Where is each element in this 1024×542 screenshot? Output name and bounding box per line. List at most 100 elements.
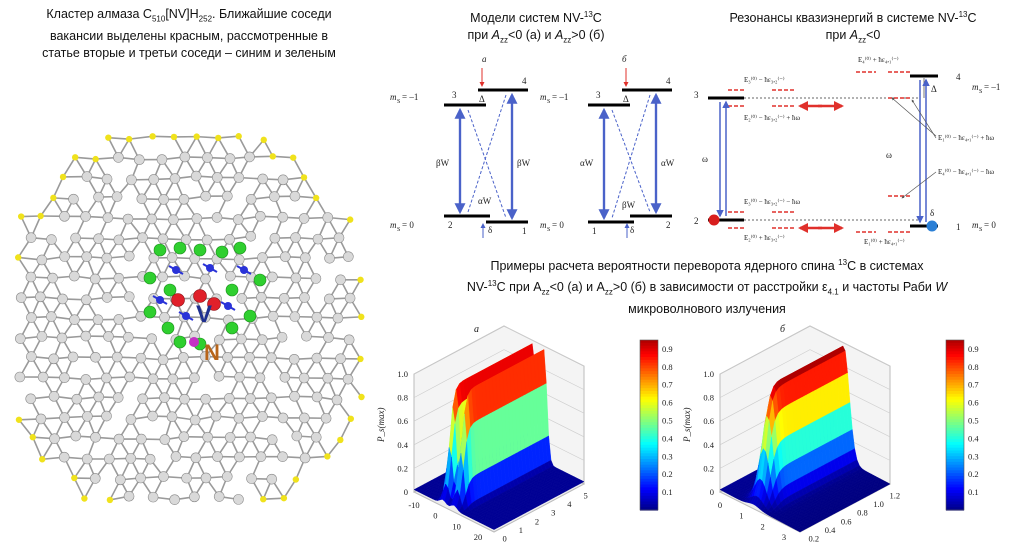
y-tick: 0 bbox=[503, 534, 507, 542]
svg-text:αW: αW bbox=[478, 196, 492, 206]
svg-text:δ: δ bbox=[930, 208, 934, 218]
colorbar-tick: 0.8 bbox=[662, 362, 673, 372]
z-tick: 0.8 bbox=[703, 393, 714, 403]
z-tick: 1.0 bbox=[397, 369, 408, 379]
svg-text:E₁⁽⁰⁾ + ħε₄,₁⁽⁻⁾: E₁⁽⁰⁾ + ħε₄,₁⁽⁻⁾ bbox=[864, 238, 905, 246]
svg-text:δ: δ bbox=[630, 225, 634, 235]
panel-a-label: а bbox=[482, 54, 487, 64]
y-tick: 2 bbox=[535, 516, 539, 526]
svg-text:m: m bbox=[540, 220, 547, 230]
red-dot bbox=[708, 214, 720, 226]
y-tick: 0.6 bbox=[841, 516, 852, 526]
svg-text:S: S bbox=[547, 227, 550, 233]
panel-b-label: б bbox=[622, 54, 627, 64]
z-axis-label: P_s(max) bbox=[376, 408, 386, 444]
models-title: Модели систем NV-13C при Azz<0 (а) и Azz… bbox=[420, 6, 652, 49]
z-tick: 0.8 bbox=[397, 393, 408, 403]
colorbar-tick: 0.5 bbox=[662, 416, 673, 426]
x-tick: 1 bbox=[739, 511, 743, 521]
svg-text:3: 3 bbox=[596, 90, 601, 100]
models-title-line2: при Azz<0 (а) и Azz>0 (б) bbox=[467, 28, 605, 45]
svg-text:= 0: = 0 bbox=[552, 220, 564, 230]
svg-text:E₄⁽⁰⁾ − ħε₄,₁⁽⁻⁾ − ħω: E₄⁽⁰⁾ − ħε₄,₁⁽⁻⁾ − ħω bbox=[938, 168, 995, 176]
svg-text:m: m bbox=[972, 220, 979, 230]
svg-text:E₁⁽⁰⁾ − ħε₄,₁⁽⁻⁾ + ħω: E₁⁽⁰⁾ − ħε₄,₁⁽⁻⁾ + ħω bbox=[938, 134, 995, 142]
colorbar-tick: 0.6 bbox=[662, 398, 673, 408]
plot-panel-label: а bbox=[474, 324, 479, 335]
svg-text:4: 4 bbox=[666, 76, 671, 86]
colorbar bbox=[945, 339, 965, 511]
surface-plot-a: а00.20.40.60.81.0-1001020012345ε4, 1, МГ… bbox=[376, 324, 673, 542]
svg-text:1: 1 bbox=[956, 222, 961, 232]
svg-text:= –1: = –1 bbox=[552, 92, 568, 102]
svg-text:1: 1 bbox=[592, 226, 597, 236]
svg-text:S: S bbox=[979, 89, 982, 95]
colorbar-tick: 0.9 bbox=[662, 344, 673, 354]
colorbar-tick: 0.4 bbox=[968, 433, 979, 443]
x-tick: 20 bbox=[474, 532, 483, 542]
svg-text:= –1: = –1 bbox=[984, 82, 1000, 92]
svg-text:ω: ω bbox=[702, 154, 708, 164]
x-tick: 0 bbox=[433, 511, 437, 521]
svg-text:Δ: Δ bbox=[479, 94, 485, 104]
colorbar-tick: 0.2 bbox=[662, 469, 673, 479]
svg-text:S: S bbox=[979, 227, 982, 233]
diamond-cluster-image: VN bbox=[14, 133, 365, 505]
svg-text:E₂⁽⁰⁾ − ħε₃,₂⁽⁻⁾ + ħω: E₂⁽⁰⁾ − ħε₃,₂⁽⁻⁾ + ħω bbox=[744, 114, 801, 122]
z-tick: 0.4 bbox=[397, 440, 408, 450]
svg-text:E₃⁽⁰⁾ − ħε₃,₂⁽⁻⁾ − ħω: E₃⁽⁰⁾ − ħε₃,₂⁽⁻⁾ − ħω bbox=[744, 198, 801, 206]
z-tick: 0 bbox=[710, 487, 714, 497]
svg-text:2: 2 bbox=[666, 220, 671, 230]
svg-text:E₂⁽⁰⁾ + ħε₃,₂⁽⁻⁾: E₂⁽⁰⁾ + ħε₃,₂⁽⁻⁾ bbox=[744, 234, 785, 242]
svg-text:S: S bbox=[397, 227, 400, 233]
svg-text:δ: δ bbox=[488, 225, 492, 235]
vacancy-label: V bbox=[196, 301, 212, 328]
resonances-title: Резонансы квазиэнергий в системе NV-13C … bbox=[686, 6, 1020, 49]
y-tick: 0.2 bbox=[809, 534, 820, 542]
svg-text:3: 3 bbox=[694, 90, 699, 100]
svg-text:= 0: = 0 bbox=[984, 220, 996, 230]
y-tick: 3 bbox=[551, 508, 555, 518]
models-diagram: m S = –1 m S = 0 а 3 4 2 1 Δ δ βW βW αW … bbox=[390, 54, 675, 238]
colorbar-tick: 0.9 bbox=[968, 344, 979, 354]
y-tick: 0.8 bbox=[857, 508, 868, 518]
svg-text:αW: αW bbox=[661, 158, 675, 168]
svg-text:1: 1 bbox=[522, 226, 527, 236]
svg-text:Δ: Δ bbox=[931, 84, 937, 94]
y-tick: 1 bbox=[519, 525, 523, 535]
svg-text:E₄⁽⁰⁾ + ħε₄,₁⁽⁻⁾: E₄⁽⁰⁾ + ħε₄,₁⁽⁻⁾ bbox=[858, 56, 899, 64]
colorbar-tick: 0.7 bbox=[662, 380, 673, 390]
z-tick: 1.0 bbox=[703, 369, 714, 379]
x-tick: 2 bbox=[761, 521, 765, 531]
svg-text:2: 2 bbox=[448, 220, 453, 230]
plot-panel-label: б bbox=[780, 324, 786, 335]
svg-text:2: 2 bbox=[694, 216, 699, 226]
z-tick: 0.6 bbox=[703, 416, 714, 426]
colorbar-tick: 0.3 bbox=[968, 451, 979, 461]
svg-text:βW: βW bbox=[436, 158, 450, 168]
colorbar-tick: 0.5 bbox=[968, 416, 979, 426]
y-tick: 5 bbox=[584, 490, 588, 500]
colorbar-tick: 0.2 bbox=[968, 469, 979, 479]
colorbar-tick: 0.1 bbox=[662, 487, 673, 497]
z-tick: 0.6 bbox=[397, 416, 408, 426]
y-tick: 0.4 bbox=[825, 525, 836, 535]
x-tick: 0 bbox=[718, 500, 722, 510]
z-axis-label: P_s(max) bbox=[682, 408, 692, 444]
svg-text:S: S bbox=[397, 99, 400, 105]
colorbar-tick: 0.4 bbox=[662, 433, 673, 443]
resonances-title-line2: при Azz<0 bbox=[825, 28, 881, 45]
svg-text:= 0: = 0 bbox=[402, 220, 414, 230]
z-tick: 0.2 bbox=[397, 463, 408, 473]
ms-minus1-label-a: m bbox=[390, 92, 397, 102]
nitrogen-label: N bbox=[204, 340, 220, 365]
svg-text:E₃⁽⁰⁾ − ħε₃,₂⁽⁻⁾: E₃⁽⁰⁾ − ħε₃,₂⁽⁻⁾ bbox=[744, 76, 785, 84]
svg-text:αW: αW bbox=[580, 158, 594, 168]
z-tick: 0.2 bbox=[703, 463, 714, 473]
svg-text:m: m bbox=[540, 92, 547, 102]
svg-text:= –1: = –1 bbox=[402, 92, 418, 102]
svg-text:βW: βW bbox=[517, 158, 531, 168]
z-tick: 0 bbox=[404, 487, 408, 497]
examples-caption: Примеры расчета вероятности переворота я… bbox=[466, 258, 948, 316]
y-tick: 4 bbox=[567, 499, 572, 509]
